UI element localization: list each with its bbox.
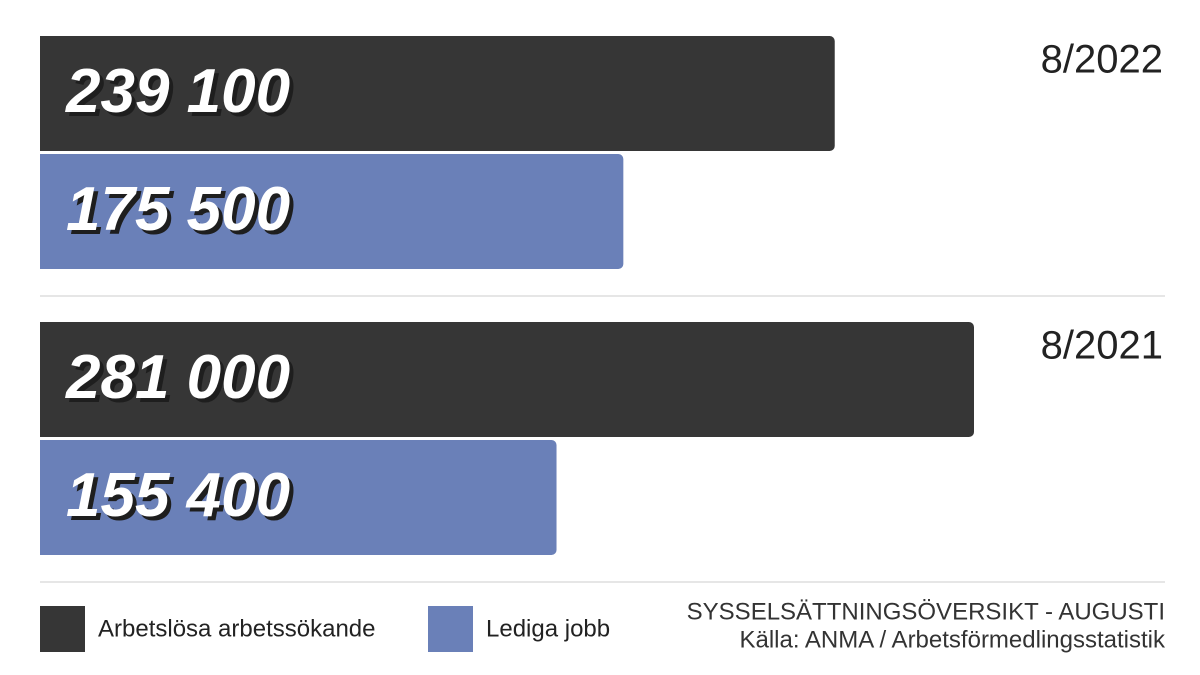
bar-edge bbox=[40, 36, 48, 151]
value-label: 175 500 bbox=[66, 175, 290, 244]
chart-title: SYSSELSÄTTNINGSÖVERSIKT - AUGUSTI bbox=[687, 598, 1165, 625]
bar bbox=[40, 322, 974, 437]
bar-edge bbox=[40, 440, 48, 555]
bar bbox=[40, 154, 624, 269]
value-label: 281 000 bbox=[65, 343, 290, 412]
category-label: 8/2021 bbox=[1041, 324, 1163, 368]
category-label: 8/2022 bbox=[1041, 38, 1163, 82]
legend-label: Lediga jobb bbox=[486, 615, 610, 642]
value-label: 239 100 bbox=[65, 57, 290, 126]
bar-edge bbox=[40, 154, 48, 269]
bar bbox=[40, 36, 835, 151]
legend-label: Arbetslösa arbetssökande bbox=[98, 615, 376, 642]
legend-swatch bbox=[428, 606, 473, 652]
value-label: 155 400 bbox=[66, 461, 290, 530]
bar bbox=[40, 440, 557, 555]
source: Källa: ANMA / Arbetsförmedlingsstatistik bbox=[739, 626, 1166, 653]
legend-swatch bbox=[40, 606, 85, 652]
bar-edge bbox=[40, 322, 48, 437]
